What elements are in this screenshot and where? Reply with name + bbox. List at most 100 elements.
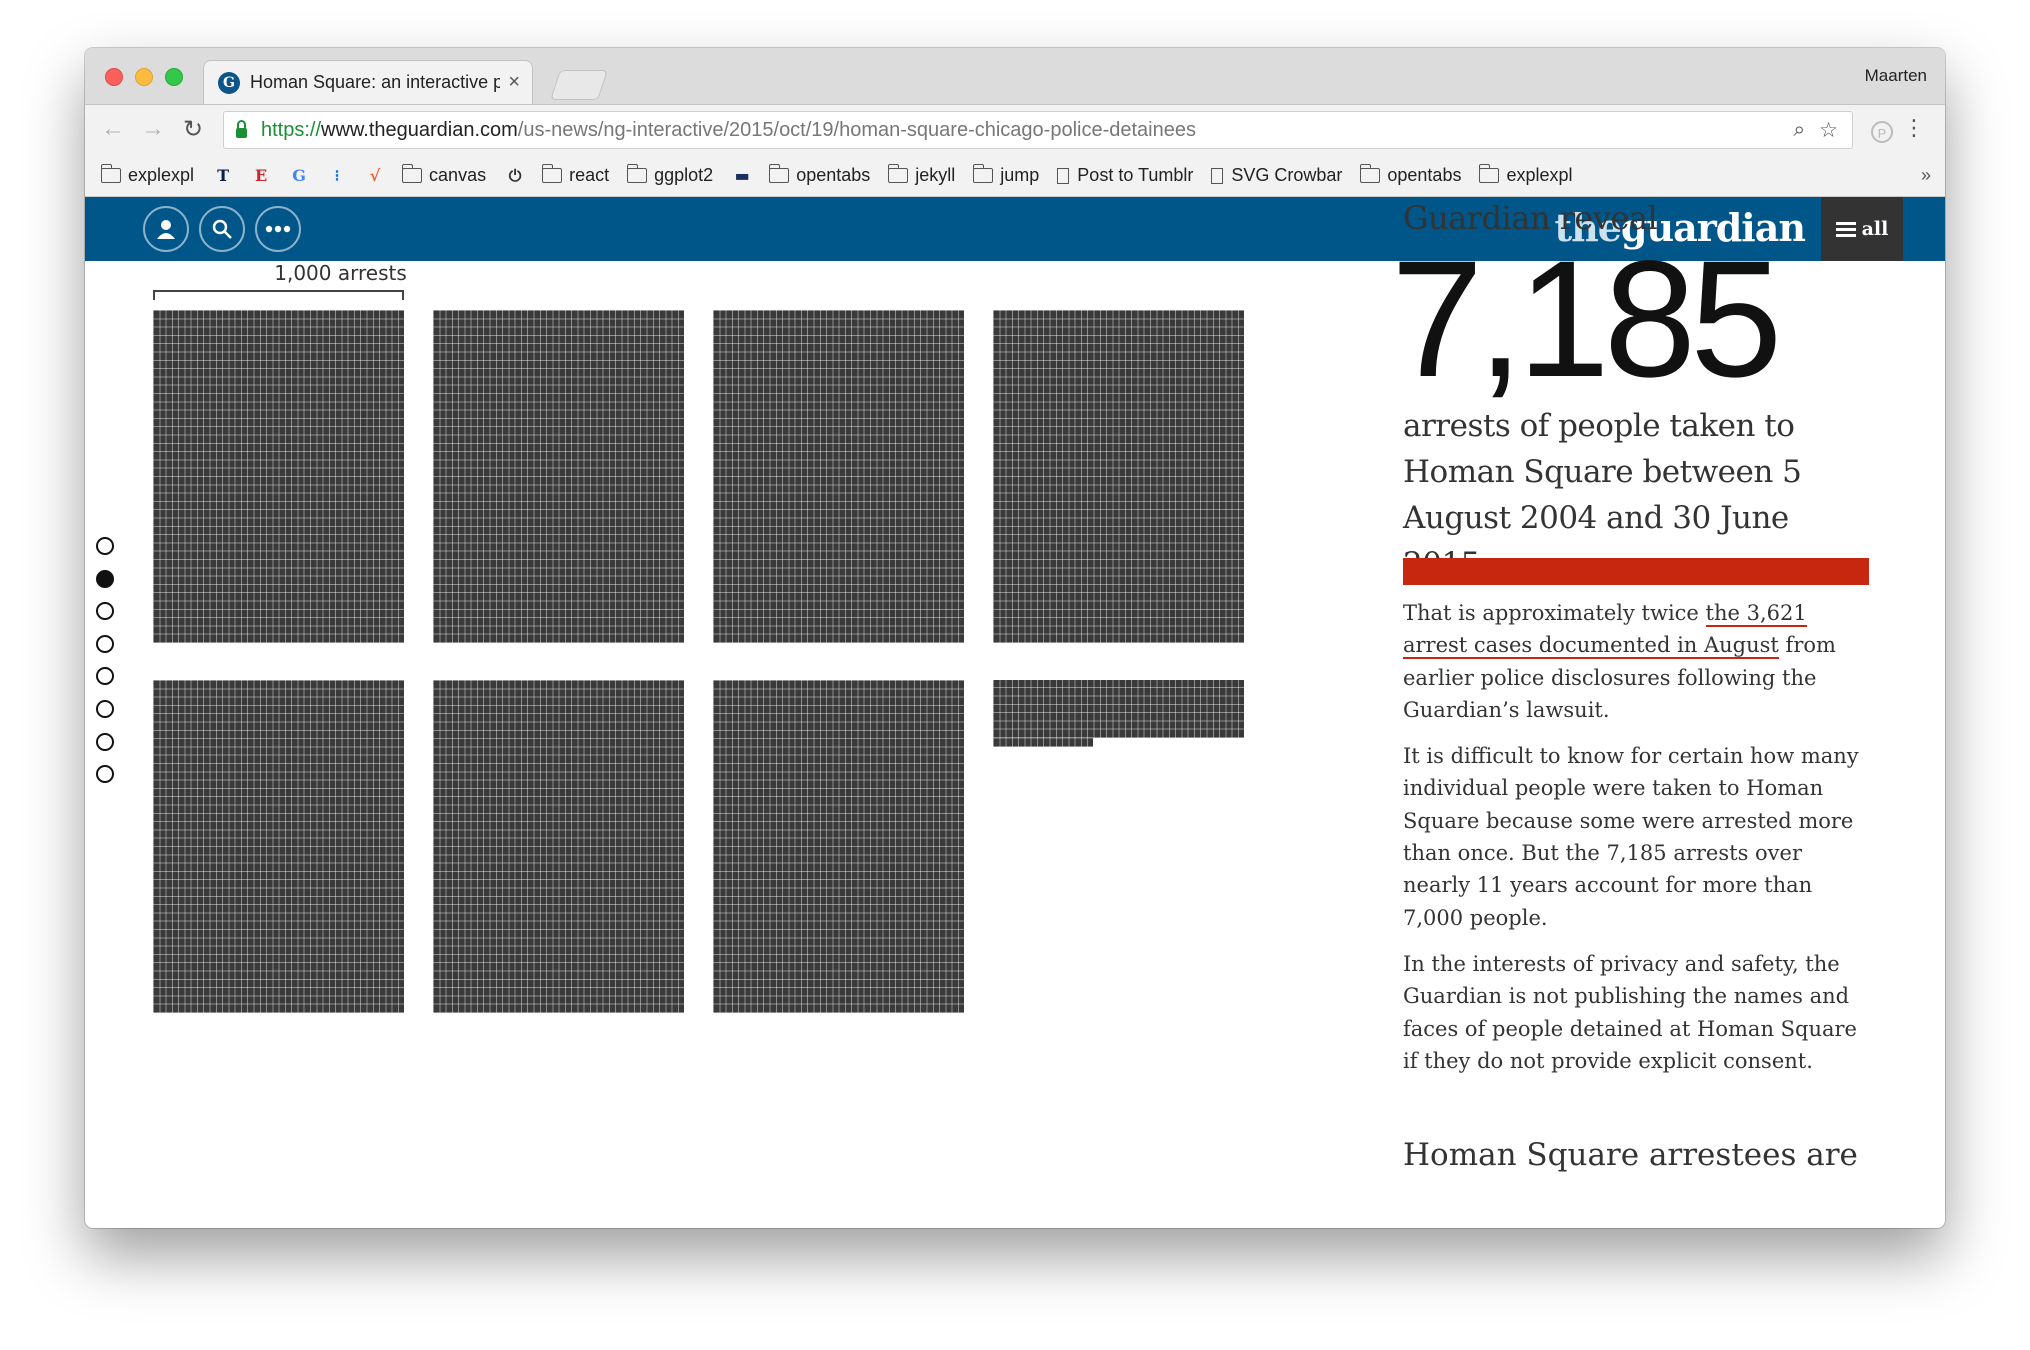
back-arrow-icon[interactable]: ← <box>101 115 125 142</box>
section-dot[interactable] <box>96 569 114 588</box>
page-icon <box>1211 167 1224 184</box>
site-favicon-icon: √ <box>369 166 381 185</box>
arrest-block <box>993 310 1244 643</box>
section-dot[interactable] <box>96 537 114 555</box>
browser-window: G Homan Square: an interactive p × Maart… <box>85 48 1945 1228</box>
address-bar[interactable]: https://www.theguardian.com/us-news/ng-i… <box>223 111 1853 149</box>
bookmarks-bar: explexpl T E G ⁝ √ canvas ⏻ react ggplot2 ▬ opentab… <box>85 155 1945 197</box>
arrest-block <box>153 310 404 643</box>
section-dot[interactable] <box>96 699 114 718</box>
folder-icon <box>768 164 790 183</box>
bookmark-item[interactable]: jump <box>972 164 1039 186</box>
bookmark-label: react <box>569 165 610 185</box>
bookmark-label: ggplot2 <box>654 165 714 185</box>
arrest-block <box>433 310 684 643</box>
bookmark-item[interactable]: ⏻ <box>504 165 530 187</box>
kicker: Guardian reveal <box>1403 199 1658 237</box>
arrest-cases-link[interactable]: the 3,621 arrest cases documented in Aug… <box>1403 601 1807 660</box>
section-dot[interactable] <box>96 667 114 686</box>
browser-toolbar: ← → ↻ https://www.theguardian.com/us-new… <box>85 105 1945 155</box>
bookmarks-overflow-icon[interactable]: » <box>1920 165 1931 185</box>
lock-icon <box>236 120 247 138</box>
bookmark-item[interactable]: SVG Crowbar <box>1211 165 1342 186</box>
all-sections-button[interactable]: all <box>1821 197 1903 261</box>
bookmark-label: explexpl <box>128 165 195 185</box>
bookmark-item[interactable]: react <box>541 164 610 186</box>
bookmark-star-icon[interactable]: ☆ <box>1819 119 1838 142</box>
arrest-block <box>713 310 964 643</box>
guardian-header: theguardian all <box>85 197 1945 261</box>
bookmark-label: canvas <box>429 165 487 185</box>
browser-tab[interactable]: G Homan Square: an interactive p × <box>203 60 533 104</box>
arrest-block <box>153 680 404 1013</box>
section-dot-nav <box>96 537 114 798</box>
all-label: all <box>1861 218 1889 240</box>
browser-menu-icon[interactable]: ⋮ <box>1903 115 1925 140</box>
pocket-extension-icon[interactable]: P <box>1871 121 1893 143</box>
article-body: That is approximately twice the 3,621 ar… <box>1403 597 1869 1091</box>
bookmark-item[interactable]: explexpl <box>1478 164 1573 186</box>
bookmark-item[interactable]: G <box>288 165 314 187</box>
bookmark-label: Post to Tumblr <box>1077 165 1194 185</box>
site-favicon-icon: G <box>292 166 306 185</box>
bookmark-item[interactable]: ▬ <box>731 165 757 187</box>
scale-bracket <box>153 290 404 300</box>
close-window-button[interactable] <box>105 68 123 86</box>
tab-close-icon[interactable]: × <box>508 71 520 93</box>
folder-icon <box>401 164 423 183</box>
profile-name[interactable]: Maarten <box>1864 66 1927 85</box>
bookmark-item[interactable]: √ <box>364 165 390 187</box>
site-favicon-icon: ▬ <box>734 166 750 185</box>
section-dot[interactable] <box>96 765 114 784</box>
arrest-block-remainder <box>993 738 1094 747</box>
paragraph-1: That is approximately twice the 3,621 ar… <box>1403 601 1836 722</box>
forward-arrow-icon[interactable]: → <box>141 115 165 142</box>
paragraph-3: In the interests of privacy and safety, … <box>1403 951 1857 1073</box>
bookmark-item[interactable]: T <box>212 165 238 187</box>
bookmark-item[interactable]: opentabs <box>1359 164 1461 186</box>
search-icon[interactable] <box>199 206 245 252</box>
bookmark-label: SVG Crowbar <box>1231 165 1343 185</box>
bookmark-item[interactable]: opentabs <box>768 164 871 186</box>
bookmark-item[interactable]: explexpl <box>100 164 195 186</box>
page-icon <box>1057 167 1070 184</box>
folder-icon <box>541 164 563 183</box>
bookmark-label: opentabs <box>796 165 871 185</box>
next-section-heading: Homan Square arrestees are <box>1403 1137 1858 1173</box>
big-number: 7,185 <box>1391 227 1782 412</box>
folder-icon <box>887 164 909 183</box>
bookmark-label: jekyll <box>915 165 956 185</box>
zoom-icon[interactable]: ⌕ <box>1793 118 1806 141</box>
bookmark-item[interactable]: jekyll <box>887 164 956 186</box>
tab-title: Homan Square: an interactive p <box>250 72 501 92</box>
guardian-favicon-icon: G <box>218 71 240 94</box>
bookmark-item[interactable]: E <box>250 165 276 187</box>
new-tab-button[interactable] <box>550 70 608 100</box>
section-dot[interactable] <box>96 602 114 621</box>
site-favicon-icon: ⁝ <box>334 166 340 185</box>
section-dot[interactable] <box>96 634 114 653</box>
site-favicon-icon: E <box>254 166 268 185</box>
more-icon[interactable] <box>255 206 301 252</box>
arrest-block <box>433 680 684 1013</box>
minimize-window-button[interactable] <box>135 68 153 86</box>
bookmark-label: explexpl <box>1506 165 1573 185</box>
folder-icon <box>1359 164 1381 183</box>
arrest-block <box>713 680 964 1013</box>
bookmark-item[interactable]: ⁝ <box>326 165 352 187</box>
folder-icon <box>626 164 648 183</box>
maximize-window-button[interactable] <box>165 68 183 86</box>
profile-icon[interactable] <box>143 206 189 252</box>
bookmark-item[interactable]: canvas <box>401 164 487 186</box>
folder-icon <box>100 164 121 183</box>
url-text[interactable]: https://www.theguardian.com/us-news/ng-i… <box>261 118 1196 141</box>
reload-icon[interactable]: ↻ <box>183 116 204 143</box>
section-dot[interactable] <box>96 732 114 751</box>
guardian-logo[interactable]: theguardian <box>1554 205 1806 250</box>
folder-icon <box>972 164 994 183</box>
bookmark-item[interactable]: ggplot2 <box>626 164 714 186</box>
tab-strip: G Homan Square: an interactive p × Maart… <box>85 48 1945 105</box>
folder-icon <box>1478 164 1500 183</box>
bookmark-item[interactable]: Post to Tumblr <box>1057 165 1193 186</box>
accent-bar <box>1403 558 1869 585</box>
